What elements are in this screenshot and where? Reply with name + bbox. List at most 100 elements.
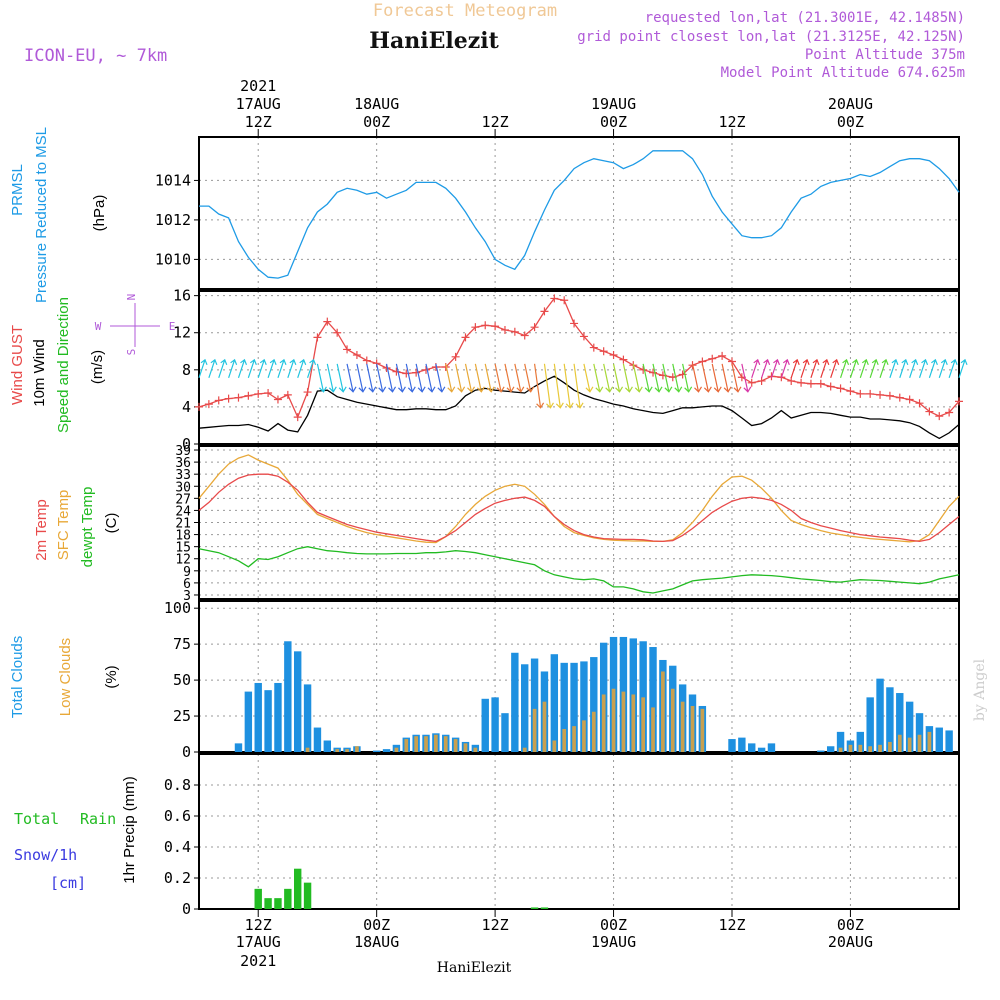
wind-direction-arrow bbox=[662, 363, 673, 393]
wind-direction-arrow bbox=[859, 358, 869, 379]
total-cloud-bar bbox=[639, 641, 647, 752]
top-date-label: 19AUG bbox=[591, 95, 636, 113]
total-cloud-bar bbox=[748, 743, 756, 752]
wind-direction-arrow bbox=[820, 358, 830, 379]
wind-direction-arrow bbox=[346, 363, 357, 393]
low-cloud-bar bbox=[897, 734, 902, 752]
wind-gust-marker bbox=[520, 331, 529, 340]
bottom-hour-label: 00Z bbox=[363, 916, 390, 934]
y-tick-label: 12 bbox=[175, 553, 191, 568]
total-cloud-bar bbox=[836, 731, 845, 752]
rain-bar bbox=[264, 898, 272, 909]
wind-gust-marker bbox=[816, 379, 825, 388]
wind-gust-marker bbox=[589, 343, 598, 352]
wind-direction-arrow bbox=[830, 358, 840, 379]
wind-direction-arrow bbox=[218, 358, 228, 379]
wind-gust-marker bbox=[471, 323, 480, 332]
total-cloud-bar bbox=[728, 739, 736, 752]
y-tick-label: 50 bbox=[173, 671, 191, 689]
wind-direction-arrow bbox=[198, 358, 208, 379]
top-year-label: 2021 bbox=[240, 77, 276, 95]
wind-direction-arrow bbox=[839, 358, 850, 379]
wind-gust-marker bbox=[846, 387, 855, 396]
wind-direction-arrow bbox=[247, 358, 257, 379]
wind-gust-marker bbox=[885, 391, 894, 400]
wind-direction-arrow bbox=[938, 358, 948, 379]
wind-gust-marker bbox=[836, 384, 845, 393]
wind-direction-arrow bbox=[869, 358, 879, 379]
bottom-hour-label: 00Z bbox=[600, 916, 627, 934]
compass-s: S bbox=[125, 349, 138, 356]
total-cloud-bar bbox=[234, 743, 243, 752]
wind-direction-arrow bbox=[652, 363, 663, 393]
wind-gust-marker bbox=[500, 325, 509, 334]
total-cloud-bar bbox=[382, 749, 391, 752]
low-cloud-bar bbox=[443, 736, 448, 752]
wind-gust-marker bbox=[579, 332, 588, 341]
wind-gust-marker bbox=[718, 351, 727, 360]
panel-frame-precip bbox=[198, 753, 960, 910]
wind-direction-arrow bbox=[415, 363, 426, 393]
wind-direction-arrow bbox=[731, 363, 742, 393]
low-cloud-bar bbox=[414, 736, 418, 752]
low-cloud-bar bbox=[907, 737, 912, 752]
wind-direction-arrow bbox=[741, 363, 752, 393]
wind-direction-arrow bbox=[514, 363, 525, 393]
wind-gust-marker bbox=[264, 389, 273, 397]
total-cloud-bar bbox=[866, 697, 874, 752]
y-tick-label: 15 bbox=[175, 541, 191, 556]
wind-direction-arrow bbox=[385, 363, 397, 393]
wind-direction-arrow bbox=[721, 363, 732, 393]
wind-direction-arrow bbox=[958, 358, 968, 379]
low-cloud-bar bbox=[621, 691, 626, 752]
total-cloud-bar bbox=[767, 743, 776, 752]
total-cloud-bar bbox=[817, 750, 825, 752]
panel-frame-clouds bbox=[198, 600, 960, 753]
low-cloud-bar bbox=[434, 734, 438, 752]
y-tick-label: 36 bbox=[175, 456, 191, 471]
wind-gust-marker bbox=[708, 354, 717, 363]
low-cloud-bar bbox=[532, 708, 537, 752]
y-tick-label: 4 bbox=[182, 398, 191, 416]
wind-gust-marker bbox=[412, 368, 421, 377]
wind-direction-arrow bbox=[810, 358, 820, 379]
y-tick-label: 0.2 bbox=[164, 869, 191, 887]
total-cloud-bar bbox=[580, 661, 588, 752]
watermark: by Angel bbox=[972, 658, 988, 721]
wind-direction-arrow bbox=[622, 363, 633, 393]
sfc-temp-series bbox=[198, 454, 960, 544]
bottom-date-label: 17AUG bbox=[236, 933, 281, 951]
total-cloud-bar bbox=[323, 740, 332, 752]
wind-direction-arrow bbox=[228, 358, 238, 379]
top-hour-label: 00Z bbox=[837, 113, 864, 131]
total-cloud-bar bbox=[521, 664, 529, 752]
wind-direction-arrow bbox=[780, 358, 790, 379]
wind-direction-arrow bbox=[563, 363, 574, 409]
low-cloud-bar bbox=[868, 746, 873, 752]
wind-gust-marker bbox=[461, 333, 470, 342]
total-cloud-bar bbox=[530, 658, 539, 752]
total-cloud-bar bbox=[876, 678, 884, 752]
wind-direction-arrow bbox=[612, 363, 624, 393]
y-tick-label: 0 bbox=[182, 743, 191, 761]
wind-gust-marker bbox=[599, 347, 608, 356]
wind-gust-marker bbox=[639, 365, 648, 374]
wind-gust-marker bbox=[895, 393, 904, 402]
wind-direction-arrow bbox=[553, 363, 564, 409]
wind-direction-arrow bbox=[682, 363, 693, 393]
wind-gust-marker bbox=[905, 395, 914, 404]
wind-gust-marker bbox=[510, 327, 519, 336]
low-cloud-bar bbox=[641, 697, 646, 752]
wind-direction-arrow bbox=[583, 363, 594, 393]
wind-direction-arrow bbox=[889, 358, 899, 379]
y-tick-label: 0.6 bbox=[164, 807, 191, 825]
rain-bar bbox=[274, 898, 282, 909]
bottom-date-label: 20AUG bbox=[828, 933, 873, 951]
y-tick-label: 1012 bbox=[155, 211, 191, 229]
y-tick-label: 3 bbox=[183, 589, 191, 604]
low-cloud-bar bbox=[473, 747, 478, 752]
total-cloud-bar bbox=[491, 697, 499, 752]
rain-bar bbox=[294, 868, 302, 909]
total-cloud-bar bbox=[313, 727, 322, 752]
